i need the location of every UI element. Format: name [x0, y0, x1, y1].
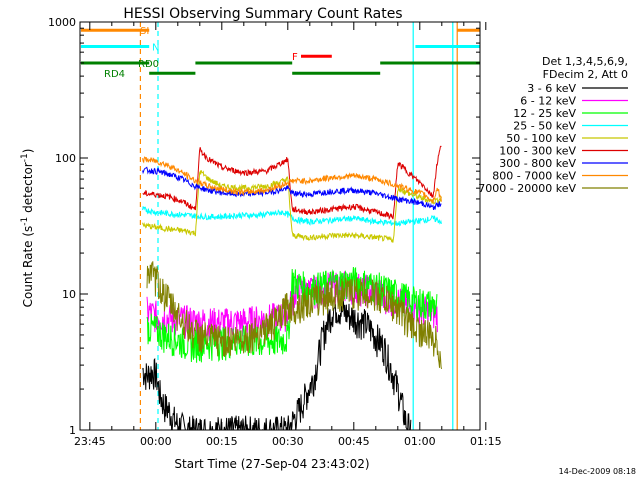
legend-label-6: 300 - 800 keV: [499, 157, 576, 170]
plot-area: [81, 22, 480, 430]
chart-title: HESSI Observing Summary Count Rates: [123, 6, 402, 22]
y-axis-label-main: Count Rate (s: [21, 226, 35, 308]
plot-frame: [79, 21, 481, 431]
state-label-f: F: [292, 52, 298, 63]
series-line-5: [142, 145, 442, 220]
legend-header-2: FDecim 2, Att 0: [543, 68, 628, 81]
state-label-n: N: [152, 43, 159, 54]
legend-label-2: 12 - 25 keV: [513, 107, 576, 120]
state-label-rd4: RD4: [104, 69, 125, 80]
y-tick-label-2: 100: [55, 152, 76, 165]
legend-label-1: 6 - 12 keV: [520, 95, 576, 108]
x-tick-label-0: 23:45: [74, 435, 106, 448]
x-tick-label-1: 00:00: [140, 435, 172, 448]
series-line-4: [142, 170, 442, 243]
series-line-7: [142, 156, 442, 204]
x-tick-label-2: 00:15: [206, 435, 238, 448]
state-label-rd0: RD0: [138, 59, 159, 70]
series-line-8: [146, 261, 443, 370]
series-line-3: [142, 205, 442, 227]
legend-label-0: 3 - 6 keV: [527, 82, 576, 95]
series-line-6: [142, 166, 442, 211]
y-axis-label-sup: -1: [20, 217, 30, 226]
legend-header-1: Det 1,3,4,5,6,9,: [542, 55, 628, 68]
legend-label-3: 25 - 50 keV: [513, 120, 576, 133]
y-tick-label-0: 1: [69, 424, 76, 437]
legend-label-8: 7000 - 20000 keV: [478, 182, 576, 195]
y-axis-label: Count Rate (s-1 detector-1): [20, 149, 35, 308]
footer-timestamp: 14-Dec-2009 08:18: [559, 467, 636, 476]
legend-label-5: 100 - 300 keV: [499, 145, 576, 158]
y-axis-label-sup2: -1: [20, 153, 30, 162]
y-tick-label-3: 1000: [48, 16, 76, 29]
x-tick-label-5: 01:00: [404, 435, 436, 448]
legend-label-4: 50 - 100 keV: [506, 132, 576, 145]
x-tick-label-6: 01:15: [470, 435, 502, 448]
y-tick-label-1: 10: [62, 288, 76, 301]
y-axis-label-mid: detector: [21, 162, 35, 217]
legend-label-7: 800 - 7000 keV: [492, 170, 576, 183]
x-tick-label-3: 00:30: [272, 435, 304, 448]
x-axis-label: Start Time (27-Sep-04 23:43:02): [174, 457, 369, 471]
series-line-0: [142, 294, 412, 430]
x-tick-label-4: 00:45: [338, 435, 370, 448]
state-label-si: SI: [140, 26, 149, 37]
y-axis-label-end: ): [21, 149, 35, 154]
